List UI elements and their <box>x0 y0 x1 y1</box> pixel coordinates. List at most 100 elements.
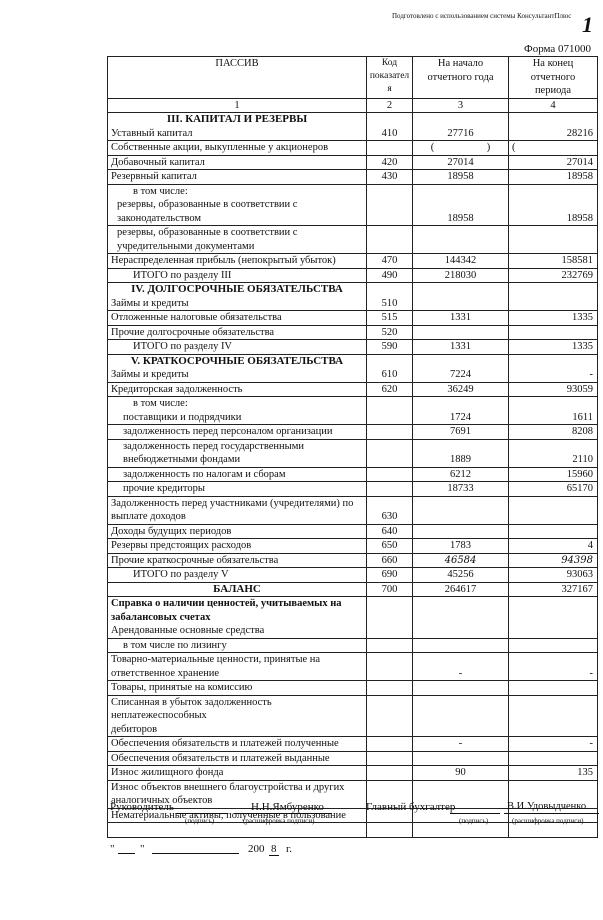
table-row: IV. ДОЛГОСРОЧНЫЕ ОБЯЗАТЕЛЬСТВА Займы и кр… <box>107 282 598 311</box>
row-label-cell: Прочие краткосрочные обязательства <box>107 552 367 568</box>
value-start: 1331 <box>412 339 509 355</box>
value-start <box>412 637 509 653</box>
row-label-cell: V. КРАТКОСРОЧНЫЕ ОБЯЗАТЕЛЬСТВА Займы и кр… <box>107 353 367 383</box>
table-row: ИТОГО по разделу III 490 218030 232769 <box>107 267 598 283</box>
row-code: 660 <box>366 552 413 568</box>
row-label-cell: ИТОГО по разделу V <box>107 567 367 583</box>
row-label: Резервы предстоящих расходов <box>111 540 252 551</box>
row-label-cell: задолженность перед персоналом организац… <box>107 424 367 440</box>
signature-caption: (подпись) <box>185 817 215 825</box>
table-row: БАЛАНС 700 264617 327167 <box>107 581 598 597</box>
row-label-cell: Износ жилищного фонда <box>107 765 367 781</box>
row-code <box>366 822 413 838</box>
row-label: Уставный капитал <box>111 127 193 139</box>
value-start <box>412 523 509 539</box>
value-end: 2110 <box>508 438 598 468</box>
row-label: ИТОГО по разделу IV <box>133 341 233 352</box>
row-label: Нематериальные активы, полученные в поль… <box>111 809 346 821</box>
row-label: Справка о наличии ценностей, учитываемых… <box>111 598 342 609</box>
row-label-cell: прочие кредиторы <box>107 481 367 497</box>
row-code: 515 <box>366 310 413 326</box>
row-label: прочие кредиторы <box>123 483 205 494</box>
accountant-name: В.И.Удовыдченко <box>507 801 587 812</box>
value-start: 90 <box>412 765 509 781</box>
value-end: 135 <box>508 765 598 781</box>
table-row: Прочие краткосрочные обязательства 660 465… <box>107 552 598 568</box>
row-label: Арендованные основные средства <box>111 625 265 636</box>
row-label: Прочие краткосрочные обязательства <box>111 554 279 566</box>
value-start: 18733 <box>412 481 509 497</box>
value-end <box>508 596 598 639</box>
row-label: учредительными документами <box>117 240 255 252</box>
value-start: 36249 <box>412 381 509 397</box>
row-label: ИТОГО по разделу III <box>133 269 232 281</box>
table-row: Товарно-материальные ценности, принятые … <box>107 652 598 681</box>
row-label: Прочие долгосрочные обязательства <box>111 326 275 338</box>
row-label-cell: Доходы будущих периодов <box>107 523 367 539</box>
form-code: Форма 071000 <box>524 43 592 55</box>
row-label: Товары, принятые на комиссию <box>111 682 253 693</box>
value-start: 18958 <box>412 169 509 185</box>
row-label-cell: Справка о наличии ценностей, учитываемых… <box>107 596 367 639</box>
value-end <box>508 225 598 254</box>
table-row: Собственные акции, выкупленные у акционе… <box>107 140 598 156</box>
row-label: резервы, образованные в соответствии с <box>117 227 298 238</box>
decode-caption: (расшифровка подписи) <box>512 817 584 825</box>
row-code <box>366 481 413 497</box>
accountant-signature-line <box>450 813 500 814</box>
row-label-cell: резервы, образованные в соответствии с уч… <box>107 225 367 254</box>
column-number: 4 <box>508 97 598 113</box>
handwritten-page-mark: 1 <box>582 12 593 37</box>
row-label-cell: Товарно-материальные ценности, принятые … <box>107 652 367 681</box>
table-row: III. КАПИТАЛ И РЕЗЕРВЫ Уставный капитал 41… <box>107 112 598 141</box>
value-end <box>508 694 598 737</box>
row-code: 690 <box>366 567 413 583</box>
row-code: 410 <box>366 112 413 141</box>
row-label <box>111 823 363 837</box>
value-end: 65170 <box>508 481 598 497</box>
value-start: 7691 <box>412 424 509 440</box>
column-header-start: На начало отчетного года <box>412 56 509 99</box>
row-label: задолженность перед государственными <box>123 440 304 452</box>
table-row: задолженность перед государственными внеб… <box>107 438 598 468</box>
row-label: Задолженность перед участниками (учредит… <box>111 497 354 509</box>
table-body: III. КАПИТАЛ И РЕЗЕРВЫ Уставный капитал 41… <box>107 112 598 838</box>
value-end: 18958 <box>508 169 598 185</box>
row-label: Износ жилищного фонда <box>111 767 224 778</box>
liabilities-table: ПАССИВ Код показателя На начало отчетног… <box>107 56 598 838</box>
head-label: Руководитель <box>110 801 174 813</box>
table-row: Нераспределенная прибыль (непокрытый убы… <box>107 253 598 269</box>
value-end: 93063 <box>508 567 598 583</box>
row-label-cell: задолженность перед государственными внеб… <box>107 438 367 468</box>
value-end: 15960 <box>508 466 598 482</box>
row-label: ответственное хранение <box>111 667 220 679</box>
value-start: 27716 <box>412 112 509 141</box>
row-label-cell: IV. ДОЛГОСРОЧНЫЕ ОБЯЗАТЕЛЬСТВА Займы и кр… <box>107 282 367 311</box>
row-label: Товарно-материальные ценности, принятые … <box>111 654 321 665</box>
row-label: Резервный капитал <box>111 171 197 182</box>
value-start <box>412 282 509 311</box>
value-start: ( ) <box>412 140 509 156</box>
value-end <box>508 750 598 766</box>
value-end: 4 <box>508 538 598 554</box>
row-label-cell: III. КАПИТАЛ И РЕЗЕРВЫ Уставный капитал <box>107 112 367 141</box>
row-code <box>366 438 413 468</box>
row-code: 640 <box>366 523 413 539</box>
row-code <box>366 466 413 482</box>
row-code <box>366 140 413 156</box>
head-signature-line <box>176 813 228 814</box>
row-label-cell: в том числе: резервы, образованные в соот… <box>107 183 367 226</box>
row-label: Доходы будущих периодов <box>111 525 232 537</box>
value-start <box>412 495 509 525</box>
row-label-cell: Собственные акции, выкупленные у акционе… <box>107 140 367 156</box>
section-heading: IV. ДОЛГОСРОЧНЫЕ ОБЯЗАТЕЛЬСТВА <box>131 283 343 295</box>
row-label-cell: Задолженность перед участниками (учредит… <box>107 495 367 525</box>
value-end: - <box>508 736 598 752</box>
row-label-cell: Добавочный капитал <box>107 154 367 170</box>
value-end <box>508 523 598 539</box>
row-label: задолженность перед персоналом организац… <box>123 426 333 437</box>
table-row: Резервный капитал 430 18958 18958 <box>107 169 598 185</box>
row-label: Кредиторская задолженность <box>111 383 243 395</box>
value-start: - <box>412 736 509 752</box>
table-row: Задолженность перед участниками (учредит… <box>107 495 598 525</box>
